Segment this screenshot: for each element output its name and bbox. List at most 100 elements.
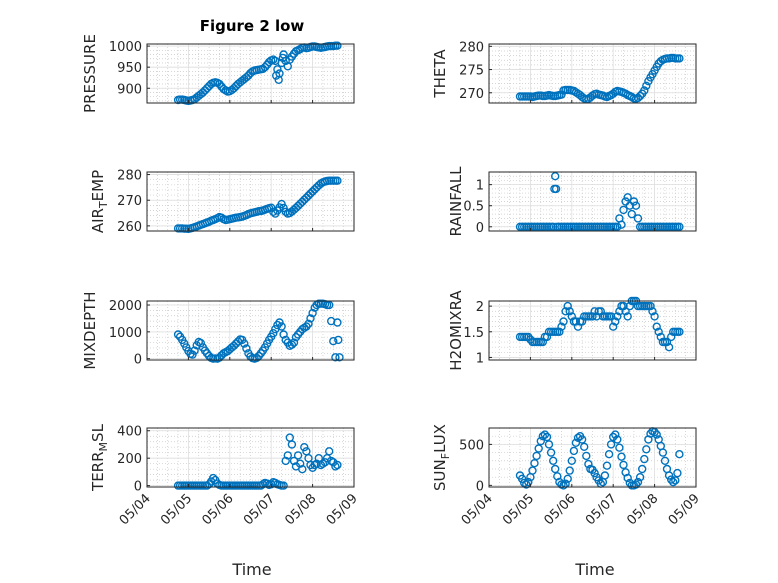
data-point	[609, 322, 618, 331]
data-point	[623, 312, 632, 321]
data-point	[652, 430, 661, 439]
data-point	[640, 86, 649, 95]
data-point	[662, 337, 672, 347]
data-point	[260, 62, 270, 72]
data-point	[675, 450, 684, 459]
y-tick-label: 270	[459, 87, 484, 102]
y-axis-label: THETA	[431, 49, 449, 99]
data-point	[202, 84, 212, 93]
data-point	[544, 440, 554, 449]
data-point	[273, 65, 282, 74]
data-point	[549, 222, 558, 232]
data-point	[275, 318, 284, 327]
data-point	[642, 445, 651, 454]
x-tick-label: 05/05	[500, 491, 537, 528]
data-point	[536, 436, 545, 446]
data-point	[650, 427, 659, 437]
y-tick-label: 2	[476, 300, 484, 315]
y-axis-label: TERRMSL	[89, 423, 110, 492]
subplot-pressure: 900 950 1000 PRESSURE	[81, 34, 355, 113]
data-point	[530, 459, 539, 468]
data-point	[600, 471, 610, 480]
data-point	[613, 435, 622, 444]
x-tick-label: 05/04	[459, 491, 496, 528]
y-tick-label: 0	[476, 221, 484, 236]
data-point	[604, 450, 614, 459]
data-point	[277, 322, 286, 331]
data-point	[664, 471, 674, 480]
data-point	[331, 353, 340, 362]
data-point	[534, 444, 543, 453]
data-point	[312, 459, 321, 468]
data-point	[602, 461, 612, 470]
data-point	[287, 440, 297, 449]
data-point	[555, 327, 564, 336]
data-point	[563, 301, 572, 311]
axes-box	[488, 171, 697, 232]
data-point	[196, 338, 206, 348]
data-point	[667, 332, 676, 342]
data-point	[208, 473, 218, 483]
y-tick-label: 280	[117, 169, 142, 184]
data-point	[617, 452, 626, 461]
data-series	[173, 299, 344, 363]
data-point	[281, 56, 290, 66]
data-point	[173, 330, 183, 339]
data-point	[333, 41, 342, 50]
y-axis-label: AIRTEMP	[89, 170, 110, 233]
x-tick-label: 05/06	[542, 491, 579, 528]
data-point	[621, 307, 630, 316]
data-point	[625, 301, 634, 311]
data-point	[596, 307, 605, 316]
data-point	[588, 312, 597, 321]
data-point	[573, 322, 583, 331]
data-point	[623, 473, 632, 483]
data-point	[565, 307, 574, 316]
y-axis-label: SUNFLUX	[431, 424, 452, 491]
data-point	[648, 307, 657, 316]
data-point	[229, 84, 239, 93]
y-tick-label: 1000	[109, 40, 142, 55]
y-tick-label: 1000	[109, 326, 142, 341]
data-point	[559, 481, 568, 490]
data-point	[281, 207, 290, 217]
x-axis-label-left: Time	[231, 560, 271, 579]
data-point	[615, 443, 624, 452]
data-point	[242, 344, 251, 353]
data-series	[515, 427, 684, 490]
data-point	[308, 308, 317, 318]
data-point	[551, 464, 560, 474]
data-point	[331, 462, 340, 471]
data-point	[229, 341, 239, 350]
y-tick-label: 270	[117, 194, 142, 209]
axes-box	[488, 43, 697, 104]
data-point	[520, 478, 529, 488]
y-tick-label: 275	[459, 64, 484, 79]
data-point	[619, 301, 628, 311]
y-axis-label: PRESSURE	[81, 34, 99, 113]
data-point	[584, 459, 593, 469]
data-point	[279, 481, 288, 490]
axes-box	[488, 427, 697, 488]
data-point	[629, 197, 639, 206]
data-point	[654, 327, 663, 336]
data-point	[244, 71, 253, 80]
data-point	[658, 448, 668, 457]
x-tick-label: 05/09	[324, 491, 361, 528]
data-point	[673, 468, 682, 478]
data-point	[660, 456, 670, 465]
data-point	[267, 480, 276, 489]
data-point	[283, 451, 292, 460]
data-point	[304, 319, 313, 328]
data-point	[675, 222, 684, 232]
data-point	[277, 58, 286, 68]
data-point	[627, 209, 636, 219]
data-point	[671, 476, 680, 485]
data-point	[571, 438, 581, 447]
data-point	[619, 460, 628, 470]
data-point	[611, 430, 620, 439]
data-point	[542, 332, 552, 342]
data-point	[252, 353, 261, 363]
data-point	[557, 90, 566, 99]
